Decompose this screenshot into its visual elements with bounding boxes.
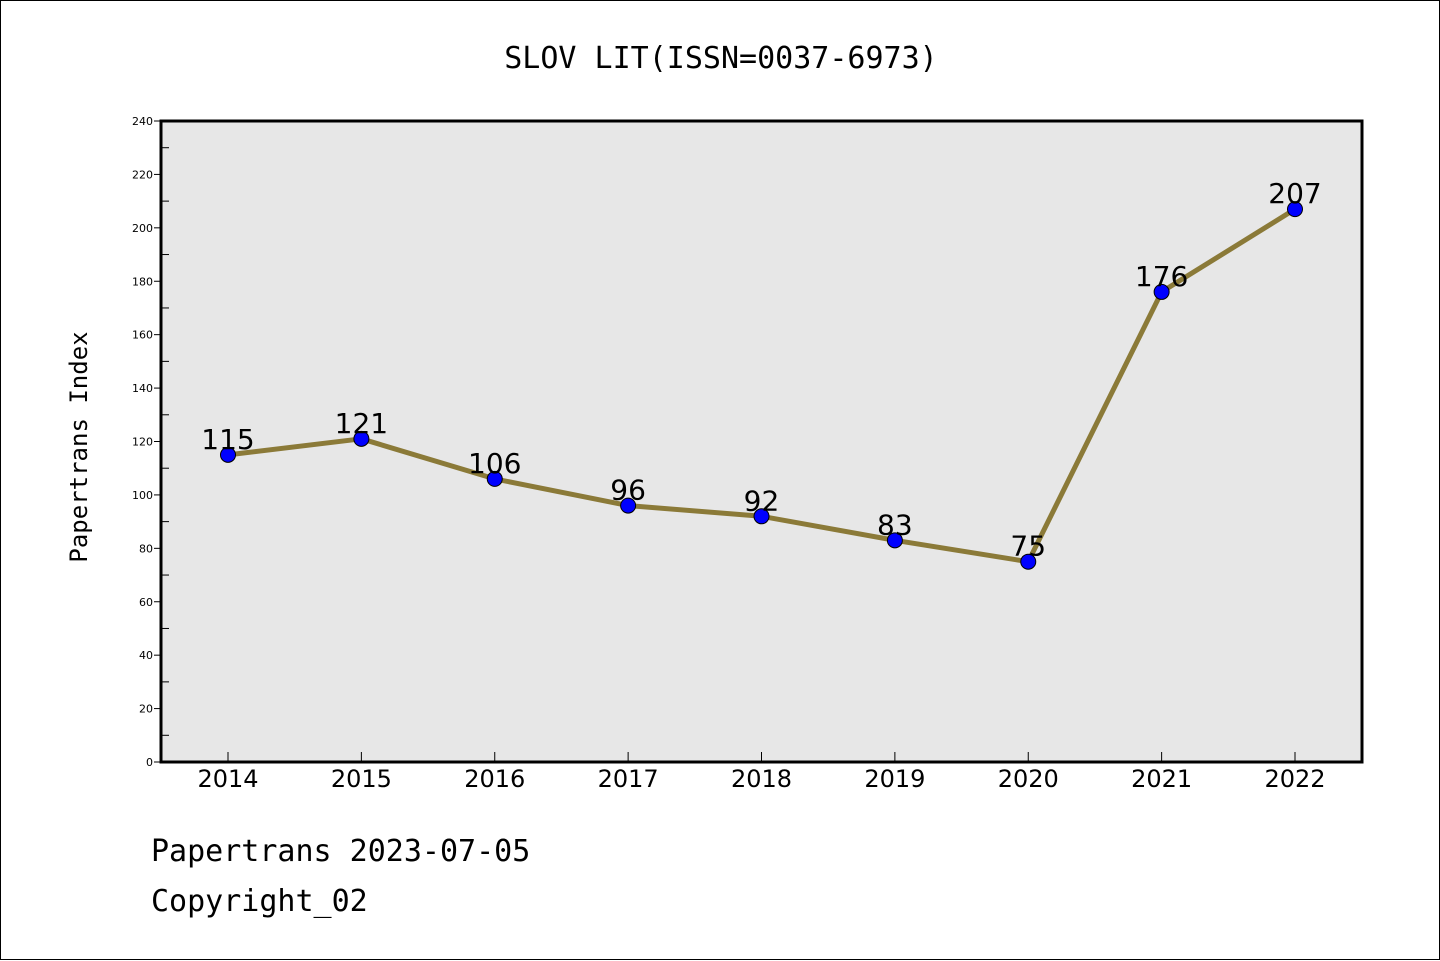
- y-tick-label: 80: [139, 542, 153, 555]
- x-tick-label: 2020: [998, 765, 1059, 793]
- y-tick-label: 220: [132, 168, 153, 181]
- y-tick-label: 180: [132, 275, 153, 288]
- data-label: 176: [1135, 260, 1188, 293]
- data-point: [620, 497, 637, 514]
- chart-title: SLOV LIT(ISSN=0037-6973): [504, 41, 937, 76]
- x-tick-label: 2017: [598, 765, 659, 793]
- data-point: [1153, 283, 1170, 300]
- y-tick-label: 20: [139, 703, 153, 716]
- data-label: 207: [1268, 177, 1321, 210]
- data-point: [353, 430, 370, 447]
- data-labels: 115 121 106 96 92 83 75 176 207: [201, 177, 1321, 563]
- plot-border: [159, 119, 1364, 764]
- footer-copyright: Copyright_02: [151, 884, 368, 919]
- y-tick-label: 200: [132, 222, 153, 235]
- x-tick-label: 2022: [1264, 765, 1325, 793]
- y-axis-label: Papertrans Index: [65, 331, 93, 562]
- footer-date: Papertrans 2023-07-05: [151, 834, 531, 869]
- x-tick-label: 2021: [1131, 765, 1192, 793]
- data-label: 83: [877, 508, 913, 541]
- data-label: 121: [335, 407, 388, 440]
- data-label: 115: [201, 423, 254, 456]
- data-label: 96: [610, 474, 646, 507]
- x-tick-label: 2019: [864, 765, 925, 793]
- data-markers: [220, 201, 1303, 570]
- y-tick-label: 0: [146, 756, 153, 769]
- data-point: [1020, 553, 1037, 570]
- x-tick-label: 2016: [464, 765, 525, 793]
- y-tick-label: 240: [132, 115, 153, 128]
- data-label: 92: [744, 484, 780, 517]
- x-tick-label: 2014: [197, 765, 258, 793]
- y-tick-label: 60: [139, 596, 153, 609]
- data-point: [220, 446, 236, 463]
- x-tick-label: 2015: [331, 765, 392, 793]
- data-point: [886, 532, 903, 549]
- data-label: 106: [468, 447, 521, 480]
- y-tick-label: 40: [139, 649, 153, 662]
- x-tick-label: 2018: [731, 765, 792, 793]
- y-tick-label: 160: [132, 329, 153, 342]
- data-point: [1287, 201, 1303, 218]
- data-point: [753, 508, 770, 525]
- y-tick-label: 100: [132, 489, 153, 502]
- data-point: [486, 470, 503, 487]
- x-axis: 2014 2015 2016 2017 2018 2019 2020 2021 2022: [197, 752, 1326, 793]
- data-label: 75: [1010, 530, 1046, 563]
- y-tick-label: 120: [132, 436, 153, 449]
- y-tick-label: 140: [132, 382, 153, 395]
